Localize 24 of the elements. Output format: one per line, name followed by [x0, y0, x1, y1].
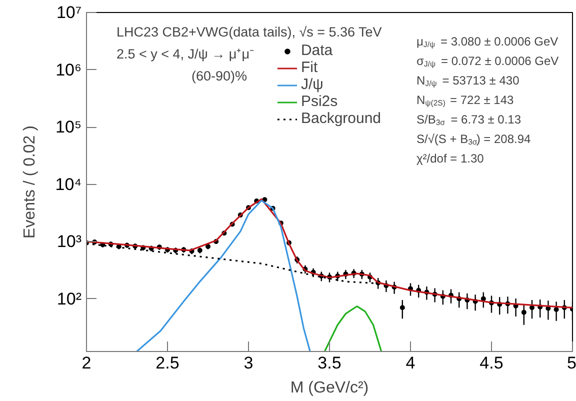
y-tick-label: 10⁷ [56, 3, 82, 22]
legend-label: Fit [300, 59, 319, 76]
y-tick-label: 10² [56, 289, 82, 308]
x-tick-label: 2.5 [156, 354, 180, 372]
x-tick-label: 2 [82, 354, 92, 372]
x-tick-label: 3.5 [318, 354, 342, 372]
legend-label: Psi2s [300, 93, 338, 110]
annotation: LHC23 CB2+VWG(data tails), √s = 5.36 TeV [116, 24, 382, 40]
y-tick-label: 10³ [56, 232, 82, 252]
annotation: (60-90)% [192, 68, 248, 84]
x-tick-label: 4 [406, 354, 416, 372]
x-tick-label: 4.5 [480, 354, 504, 372]
y-axis-title: Events / ( 0.02 ) [21, 126, 38, 238]
y-tick-label: 10⁴ [55, 174, 82, 194]
y-tick-label: 10⁵ [56, 118, 82, 137]
legend-label: Background [300, 110, 382, 127]
annotation: 2.5 < y < 4, J/ψ → μ⁺μ⁻ [116, 46, 254, 62]
x-axis-title: M (GeV/c²) [290, 380, 369, 396]
y-tick-label: 10⁶ [56, 60, 82, 80]
x-tick-label: 5 [567, 354, 576, 372]
annotation: χ²/dof = 1.30 [416, 152, 484, 166]
legend-label: J/ψ [300, 76, 324, 93]
x-tick-label: 3 [244, 354, 254, 372]
legend-label: Data [300, 42, 333, 59]
